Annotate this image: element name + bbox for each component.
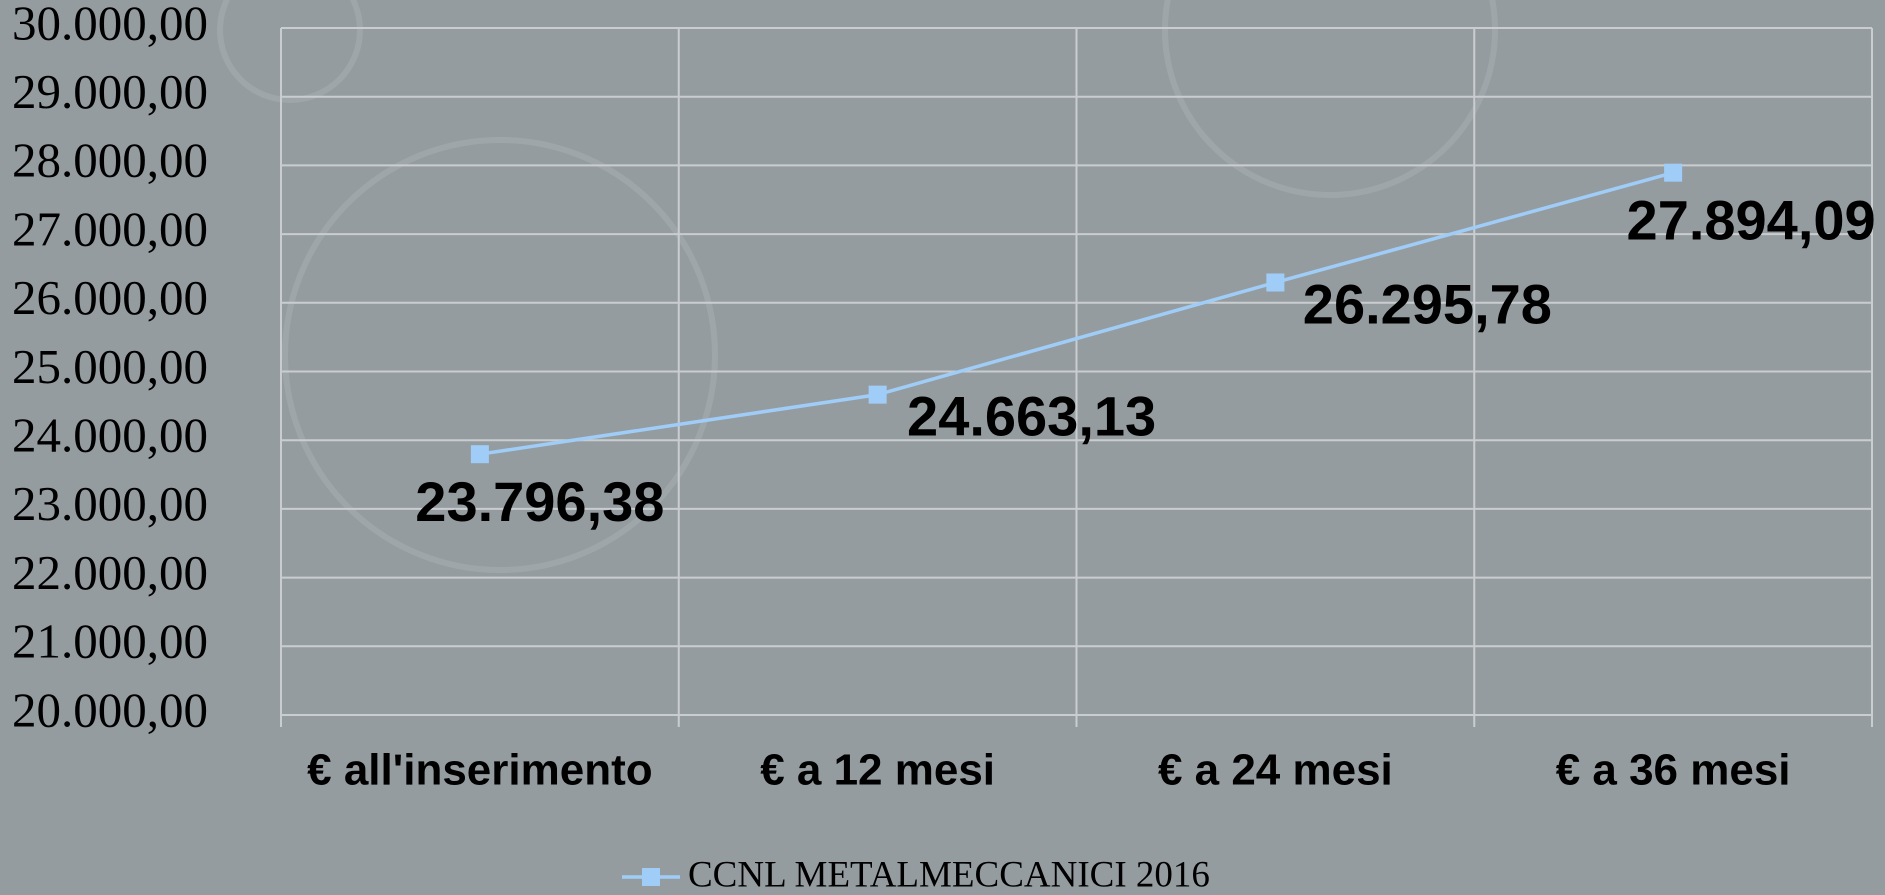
y-tick-label: 29.000,00 [12, 64, 208, 119]
legend-label: CCNL METALMECCANICI 2016 [688, 854, 1210, 895]
chart: 20.000,00 21.000,00 22.000,00 23.000,00 24.0… [0, 0, 1885, 895]
y-tick-label: 24.000,00 [12, 407, 208, 462]
marker [471, 445, 489, 463]
y-tick-label: 21.000,00 [12, 614, 208, 669]
y-tick-label: 22.000,00 [12, 545, 208, 600]
y-tick-label: 25.000,00 [12, 339, 208, 394]
marker [1266, 273, 1284, 291]
x-tick-label: € all'inserimento [307, 746, 652, 795]
y-tick-label: 30.000,00 [12, 0, 208, 50]
x-tick-label: € a 12 mesi [760, 746, 995, 795]
data-label: 24.663,13 [907, 384, 1156, 447]
y-tick-label: 23.000,00 [12, 476, 208, 531]
marker [869, 386, 887, 404]
y-tick-label: 27.000,00 [12, 201, 208, 256]
x-tick-label: € a 24 mesi [1158, 746, 1393, 795]
y-tick-label: 28.000,00 [12, 133, 208, 188]
marker [1664, 164, 1682, 182]
y-tick-label: 20.000,00 [12, 682, 208, 737]
legend-marker [642, 868, 660, 886]
data-label: 23.796,38 [415, 470, 664, 533]
y-tick-label: 26.000,00 [12, 270, 208, 325]
x-tick-label: € a 36 mesi [1556, 746, 1791, 795]
data-label: 27.894,09 [1627, 188, 1876, 251]
data-label: 26.295,78 [1303, 272, 1552, 335]
